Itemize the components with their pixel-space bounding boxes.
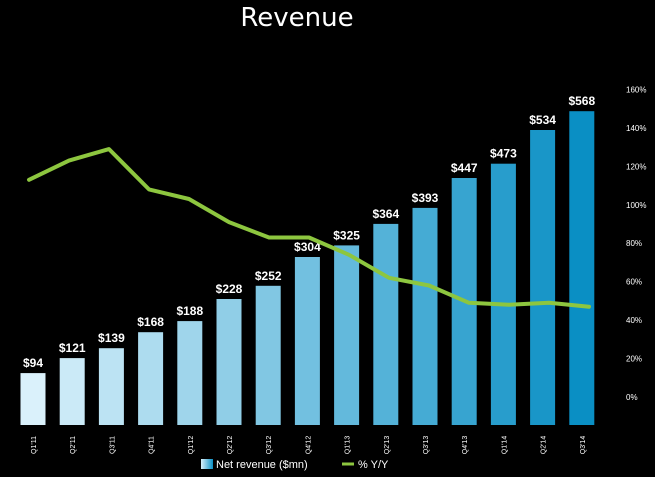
x-tick-label-q4-12: Q4'12 bbox=[305, 436, 312, 455]
bar-q3-12 bbox=[255, 285, 281, 425]
y-right-tick-140: 140% bbox=[626, 124, 646, 133]
bar-q1-13 bbox=[334, 245, 360, 425]
y-right-tick-60: 60% bbox=[626, 278, 642, 287]
y-right-tick-80: 80% bbox=[626, 239, 642, 248]
chart-title: Revenue bbox=[240, 3, 353, 33]
bar-value-label-q3-14: $568 bbox=[568, 94, 595, 108]
y-right-axis-tick-labels: 0% 20% 40% 60% 80% 100% 120% 140% 160% bbox=[626, 86, 646, 403]
x-tick-label-q1-14: Q1'14 bbox=[501, 436, 508, 455]
bar-q2-12 bbox=[216, 299, 242, 425]
x-tick-label-q1-12: Q1'12 bbox=[188, 436, 195, 455]
bar-value-label-q3-12: $252 bbox=[255, 269, 282, 283]
x-tick-label-q4-13: Q4'13 bbox=[462, 436, 469, 455]
x-tick-label-q3-12: Q3'12 bbox=[266, 436, 273, 455]
bar-value-label-q1-12: $188 bbox=[176, 304, 203, 318]
bar-value-label-q4-11: $168 bbox=[137, 315, 164, 329]
x-tick-label-q3-13: Q3'13 bbox=[423, 436, 430, 455]
bar-value-label-q3-11: $139 bbox=[98, 331, 125, 345]
bar-q3-14 bbox=[569, 111, 595, 425]
x-tick-label-q3-11: Q3'11 bbox=[109, 436, 116, 454]
x-tick-label-q3-14: Q3'14 bbox=[580, 436, 587, 455]
x-tick-label-q2-14: Q2'14 bbox=[541, 436, 548, 455]
bar-value-label-q1-14: $473 bbox=[490, 147, 517, 161]
y-right-tick-0: 0% bbox=[626, 393, 638, 402]
y-right-tick-120: 120% bbox=[626, 162, 646, 171]
bar-value-label-q1-11: $94 bbox=[23, 356, 43, 370]
legend-swatch-net-revenue bbox=[201, 459, 213, 469]
bar-q2-14 bbox=[530, 130, 556, 425]
bar-q3-11 bbox=[98, 348, 124, 425]
x-axis-tick-labels: Q1'11 Q2'11 Q3'11 Q4'11 Q1'12 Q2'12 Q3'12 Q4'12… bbox=[31, 436, 587, 455]
x-tick-label-q2-12: Q2'12 bbox=[227, 436, 234, 455]
bar-q3-13 bbox=[412, 207, 438, 425]
legend-label-yoy: % Y/Y bbox=[358, 459, 389, 471]
bar-value-label-q1-13: $325 bbox=[333, 228, 360, 242]
x-tick-label-q1-13: Q1'13 bbox=[345, 436, 352, 455]
x-tick-label-q1-11: Q1'11 bbox=[31, 436, 38, 454]
bar-value-label-q4-13: $447 bbox=[451, 161, 478, 175]
x-tick-label-q2-11: Q2'11 bbox=[70, 436, 77, 454]
bar-value-label-q2-11: $121 bbox=[59, 341, 86, 355]
legend: Net revenue ($mn) % Y/Y bbox=[201, 459, 389, 471]
yoy-line-series bbox=[27, 147, 591, 309]
legend-label-net-revenue: Net revenue ($mn) bbox=[216, 459, 308, 471]
y-right-tick-160: 160% bbox=[626, 86, 646, 95]
x-tick-label-q2-13: Q2'13 bbox=[384, 436, 391, 455]
x-tick-label-q4-11: Q4'11 bbox=[149, 436, 156, 454]
bar-value-labels: $94 $121 $139 $168 $188 $228 $252 $304 $325 $364 $… bbox=[23, 94, 595, 370]
bar-q2-13 bbox=[373, 223, 399, 425]
bar-value-label-q4-12: $304 bbox=[294, 240, 321, 254]
bar-q2-11 bbox=[59, 358, 85, 425]
bar-value-label-q3-13: $393 bbox=[412, 191, 439, 205]
yoy-line bbox=[27, 147, 591, 309]
y-right-tick-40: 40% bbox=[626, 316, 642, 325]
bar-value-label-q2-14: $534 bbox=[529, 113, 556, 127]
bar-series bbox=[20, 111, 595, 425]
bar-q4-12 bbox=[294, 257, 320, 425]
y-right-tick-20: 20% bbox=[626, 355, 642, 364]
bar-value-label-q2-12: $228 bbox=[216, 282, 243, 296]
bar-q1-12 bbox=[177, 321, 203, 425]
bar-q4-11 bbox=[138, 332, 164, 425]
y-right-tick-100: 100% bbox=[626, 201, 646, 210]
bar-q1-11 bbox=[20, 373, 46, 425]
bar-value-label-q2-13: $364 bbox=[372, 207, 399, 221]
bar-q1-14 bbox=[490, 163, 516, 425]
